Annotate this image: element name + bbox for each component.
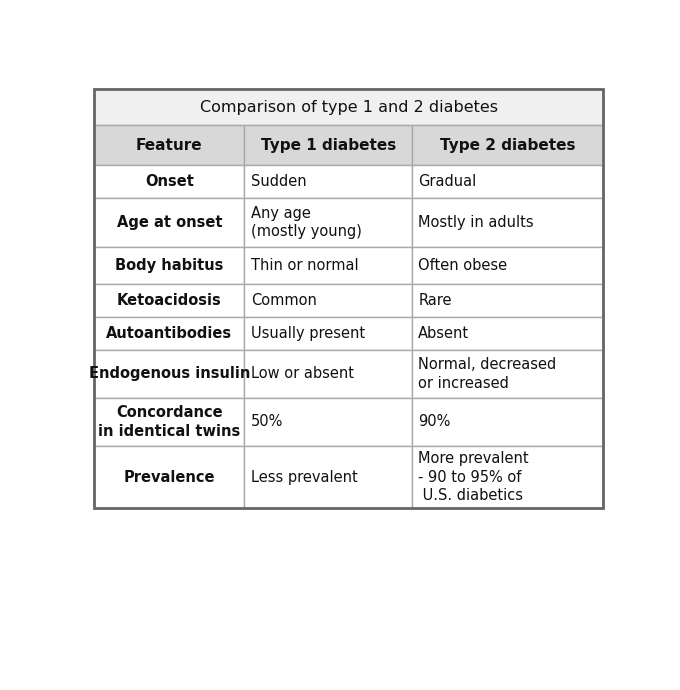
- Bar: [412, 284, 602, 317]
- Text: Rare: Rare: [418, 293, 452, 308]
- Bar: [412, 317, 602, 350]
- Text: Any age
(mostly young): Any age (mostly young): [251, 206, 362, 239]
- Text: More prevalent
- 90 to 95% of
 U.S. diabetics: More prevalent - 90 to 95% of U.S. diabe…: [418, 451, 529, 503]
- Text: Thin or normal: Thin or normal: [251, 258, 358, 273]
- Text: Type 2 diabetes: Type 2 diabetes: [439, 138, 575, 152]
- Bar: [95, 165, 244, 198]
- Text: Body habitus: Body habitus: [115, 258, 224, 273]
- Text: Comparison of type 1 and 2 diabetes: Comparison of type 1 and 2 diabetes: [199, 100, 498, 115]
- Text: Type 1 diabetes: Type 1 diabetes: [260, 138, 396, 152]
- Text: Less prevalent: Less prevalent: [251, 469, 358, 484]
- Text: Prevalence: Prevalence: [124, 469, 215, 484]
- Text: Sudden: Sudden: [251, 174, 306, 189]
- Bar: [412, 247, 602, 284]
- Text: Absent: Absent: [418, 326, 469, 341]
- Text: Endogenous insulin: Endogenous insulin: [88, 366, 250, 382]
- Bar: [244, 198, 412, 247]
- Bar: [95, 284, 244, 317]
- Bar: [412, 126, 602, 165]
- Text: Usually present: Usually present: [251, 326, 364, 341]
- Text: Ketoacidosis: Ketoacidosis: [117, 293, 222, 308]
- Bar: [412, 350, 602, 398]
- Bar: [412, 165, 602, 198]
- Text: 90%: 90%: [418, 414, 451, 429]
- Bar: [244, 126, 412, 165]
- Text: Often obese: Often obese: [418, 258, 507, 273]
- Bar: [412, 446, 602, 509]
- Bar: [244, 284, 412, 317]
- Bar: [244, 165, 412, 198]
- Bar: [244, 317, 412, 350]
- Text: Onset: Onset: [145, 174, 194, 189]
- Bar: [244, 247, 412, 284]
- Bar: [95, 350, 244, 398]
- Bar: [244, 446, 412, 509]
- Bar: [95, 198, 244, 247]
- Text: Gradual: Gradual: [418, 174, 477, 189]
- Bar: [95, 89, 602, 509]
- Bar: [412, 198, 602, 247]
- Bar: [95, 317, 244, 350]
- Bar: [95, 89, 602, 126]
- Bar: [412, 398, 602, 446]
- Text: Mostly in adults: Mostly in adults: [418, 215, 534, 230]
- Bar: [95, 398, 244, 446]
- Bar: [244, 350, 412, 398]
- Text: Normal, decreased
or increased: Normal, decreased or increased: [418, 357, 556, 391]
- Text: 50%: 50%: [251, 414, 283, 429]
- Bar: [95, 126, 244, 165]
- Text: Feature: Feature: [136, 138, 203, 152]
- Bar: [95, 247, 244, 284]
- Bar: [244, 398, 412, 446]
- Text: Concordance
in identical twins: Concordance in identical twins: [99, 405, 241, 439]
- Bar: [95, 446, 244, 509]
- Text: Low or absent: Low or absent: [251, 366, 354, 382]
- Text: Age at onset: Age at onset: [117, 215, 222, 230]
- Text: Autoantibodies: Autoantibodies: [106, 326, 233, 341]
- Text: Common: Common: [251, 293, 317, 308]
